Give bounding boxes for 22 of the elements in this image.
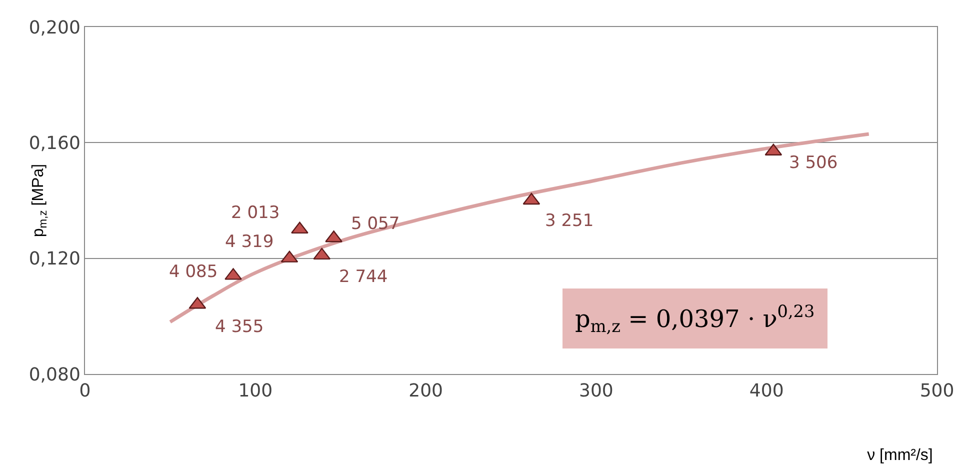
annotation: 2 013: [231, 203, 280, 223]
annotation: 3 506: [789, 153, 838, 173]
annotation: 4 319: [225, 232, 274, 252]
x-tick-label: 100: [238, 380, 273, 402]
y-tick-label: 0,160: [28, 132, 80, 154]
x-tick-label: 500: [920, 380, 954, 402]
annotation: 2 744: [339, 267, 388, 287]
annotation: 4 355: [215, 317, 264, 337]
x-tick-label: 200: [408, 380, 443, 402]
point: [325, 230, 342, 242]
x-tick-label: 400: [749, 380, 784, 402]
annotation: p$_{m,z}$ = 0,0397 · ν$^{0,23}$: [575, 301, 815, 336]
x-tick-label: 0: [79, 380, 91, 402]
point: [291, 222, 308, 234]
y-tick-label: 0,120: [28, 248, 80, 270]
x-axis-title: ν [mm²/s]: [867, 447, 933, 464]
annotation: 4 085: [169, 262, 218, 282]
annotation: 5 057: [351, 214, 400, 234]
y-tick-label: 0,080: [28, 364, 80, 386]
x-tick-label: 300: [579, 380, 614, 402]
y-tick-label: 0,200: [28, 17, 80, 38]
annotation: 3 251: [545, 211, 594, 231]
